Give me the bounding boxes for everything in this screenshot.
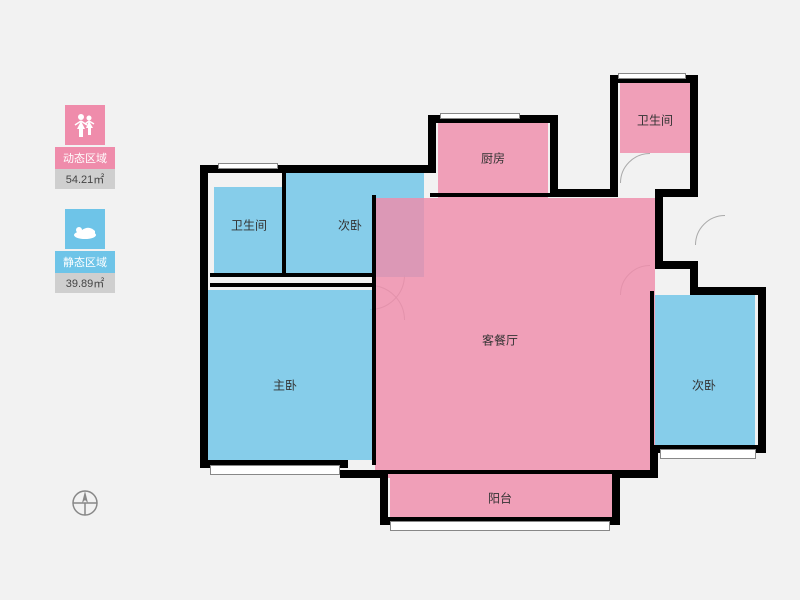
wall [210,273,286,277]
wall [340,470,388,478]
window [440,113,520,119]
room-label-balcony: 阳台 [488,490,512,507]
legend-static-value: 39.89㎡ [55,273,115,293]
legend-dynamic-value: 54.21㎡ [55,169,115,189]
legend-dynamic: 动态区域 54.21㎡ [55,105,115,189]
room-label-bed2: 次卧 [338,217,362,234]
legend-static-title: 静态区域 [55,251,115,273]
wall [758,287,766,452]
wall [550,115,558,197]
room-label-bathroom1: 卫生间 [231,217,267,234]
wall [282,173,286,275]
people-icon [65,105,105,145]
window [210,465,340,475]
room-label-bed1: 主卧 [273,377,297,394]
legend-static: 静态区域 39.89㎡ [55,209,115,293]
wall [610,75,618,197]
window [218,163,278,169]
wall [380,470,388,525]
room-label-bathroom2: 卫生间 [637,112,673,129]
wall [650,291,654,449]
door-arc [695,215,755,275]
room-bed1 [205,290,373,460]
legend-dynamic-title: 动态区域 [55,147,115,169]
room-label-living: 客餐厅 [482,332,518,349]
floorplan: 卫生间厨房卫生间次卧客餐厅主卧次卧阳台 [200,65,790,560]
window [390,521,610,531]
room-bed3 [655,295,755,445]
wall [210,283,376,287]
wall [382,470,614,474]
legend-panel: 动态区域 54.21㎡ 静态区域 39.89㎡ [55,105,115,313]
window [618,73,686,79]
sleep-icon [65,209,105,249]
wall [690,75,698,197]
wall [200,165,208,465]
room-label-kitchen: 厨房 [481,150,505,167]
wall [655,189,663,269]
compass-icon [70,488,100,523]
wall [428,115,436,173]
room-label-bed3: 次卧 [692,377,716,394]
wall [690,287,765,295]
window [660,449,756,459]
wall [372,195,376,465]
wall [286,273,376,277]
wall [430,193,560,197]
